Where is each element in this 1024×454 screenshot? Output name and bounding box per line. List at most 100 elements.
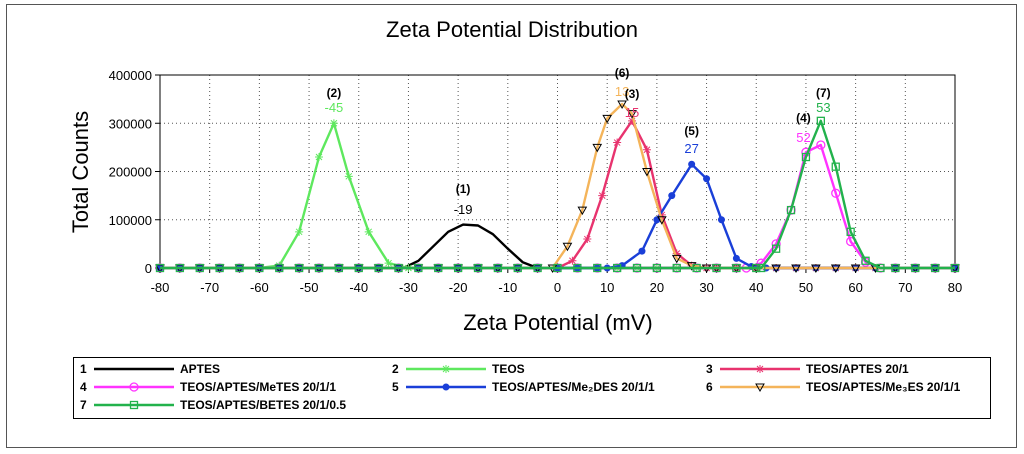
data-point (638, 247, 646, 255)
data-point (155, 263, 165, 273)
y-axis-ticks: 0 100000 200000 300000 400000 (109, 68, 160, 276)
legend-item-6: 6 TEOS/APTES/Me₃ES 20/1/1 (706, 379, 960, 395)
y-tick-label: 400000 (109, 68, 152, 83)
x-tick-label: 70 (898, 280, 912, 295)
series-3 (156, 116, 959, 272)
data-point (712, 263, 721, 273)
legend-item-4: 4 TEOS/APTES/MeTES 20/1/1 (80, 379, 336, 395)
x-tick-label: 10 (600, 280, 614, 295)
series-line (160, 223, 955, 270)
series-6 (155, 100, 960, 274)
data-point (801, 152, 811, 162)
peak-label-id: (6) (615, 66, 630, 80)
peak-annotations: (2)-45 (1) -19 (6) 13(3) 15 (5) 27 (4) 52 (7)53 (325, 66, 831, 217)
data-point (703, 175, 711, 183)
data-point (314, 263, 324, 273)
data-point (950, 263, 960, 273)
legend-number: 7 (80, 398, 87, 412)
data-point (344, 172, 353, 181)
data-point (771, 264, 781, 274)
peak-label-value: 52 (796, 130, 810, 145)
data-point (891, 263, 900, 273)
peak-label-id: (1) (456, 182, 471, 196)
data-point (374, 263, 383, 273)
peak-label-value: -19 (454, 202, 473, 217)
data-point (786, 205, 796, 215)
data-point (513, 263, 522, 273)
data-point (652, 263, 662, 273)
data-point (811, 264, 821, 274)
data-point (394, 263, 403, 273)
data-point (602, 114, 613, 124)
data-point (668, 192, 676, 200)
x-tick-label: 30 (699, 280, 713, 295)
y-tick-label: 300000 (109, 116, 152, 131)
legend-number: 6 (706, 380, 713, 394)
data-point (562, 242, 573, 252)
x-tick-label: -80 (151, 280, 170, 295)
x-tick-label: 60 (848, 280, 862, 295)
x-axis-ticks: -80 -70 -60 -50 -40 -30 -20 -10 0 10 20 30 40 50 60 70 8… (151, 268, 962, 295)
data-point (642, 145, 651, 154)
x-tick-label: -10 (498, 280, 517, 295)
data-point (442, 383, 450, 391)
data-point (294, 263, 304, 273)
data-point (255, 263, 264, 273)
x-tick-label: -20 (449, 280, 468, 295)
x-tick-label: -40 (349, 280, 368, 295)
data-point (656, 216, 667, 225)
data-point (442, 365, 450, 373)
data-point (592, 143, 603, 153)
data-point (671, 254, 682, 264)
legend-label: TEOS/APTES 20/1 (806, 362, 909, 376)
data-point (672, 263, 681, 273)
legend: 1 APTES 2 TEOS 3 TEOS/APTES 20/1 4 TEOS/APTES/M… (73, 357, 991, 419)
x-tick-label: -30 (399, 280, 418, 295)
data-point (364, 227, 373, 236)
data-point (756, 365, 764, 373)
data-point (129, 382, 139, 392)
data-point (831, 162, 840, 171)
data-point (573, 263, 582, 273)
data-point (414, 263, 423, 273)
data-point (911, 263, 920, 273)
legend-label: TEOS (492, 362, 525, 376)
data-point (129, 400, 139, 410)
x-tick-label: 80 (948, 280, 962, 295)
data-point (628, 116, 637, 125)
data-point (846, 227, 855, 236)
data-point (717, 216, 725, 224)
data-point (732, 254, 740, 262)
legend-number: 2 (392, 362, 399, 376)
y-tick-label: 100000 (109, 213, 152, 228)
data-point (235, 263, 244, 273)
zeta-potential-chart: Zeta Potential Distribution -80 -70 -60 -50… (68, 17, 962, 335)
peak-label-id: (5) (684, 124, 699, 138)
x-tick-label: 40 (749, 280, 763, 295)
data-point (593, 263, 602, 273)
data-point (612, 263, 622, 273)
legend-item-3: 3 TEOS/APTES 20/1 (706, 361, 909, 377)
data-point (732, 263, 741, 273)
data-point (642, 168, 652, 177)
data-point (195, 263, 204, 273)
y-tick-label: 200000 (109, 165, 152, 180)
data-point (453, 263, 463, 273)
data-point (568, 256, 577, 265)
legend-number: 4 (80, 380, 87, 394)
legend-swatch (406, 365, 486, 373)
x-axis-title: Zeta Potential (mV) (463, 310, 653, 335)
series-4 (155, 140, 960, 273)
peak-label-value: 15 (625, 105, 639, 120)
series-group (155, 100, 960, 274)
data-point (757, 263, 766, 273)
y-axis-title: Total Counts (68, 111, 93, 233)
data-point (930, 263, 940, 273)
data-point (617, 100, 627, 109)
data-point (672, 249, 681, 258)
x-tick-label: -60 (250, 280, 269, 295)
data-point (583, 235, 592, 244)
legend-swatch (720, 383, 800, 393)
data-point (688, 160, 696, 168)
peak-label-id: (4) (796, 111, 811, 125)
